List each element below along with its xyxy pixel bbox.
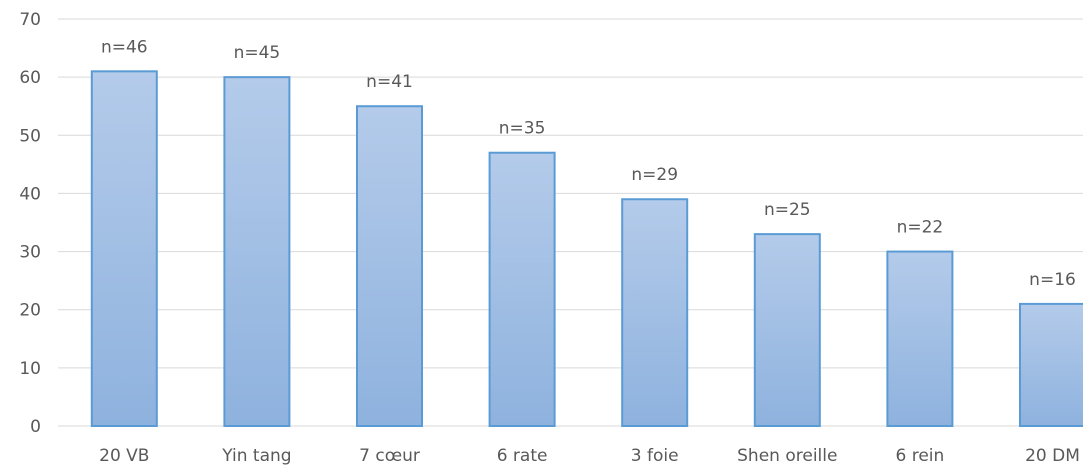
y-axis-tick-labels: 0 10 20 30 40 50 60 70 — [19, 10, 41, 437]
bar-1 — [223, 76, 291, 428]
y-tick-label-3: 30 — [19, 243, 41, 263]
data-label-4: n=29 — [631, 165, 678, 185]
data-labels: n=46 n=45 n=41 n=35 n=29 n=25 n=22 n=16 — [101, 37, 1076, 290]
x-category-label-5: Shen oreille — [737, 446, 837, 466]
x-category-label-1: Yin tang — [221, 446, 291, 466]
bars — [90, 70, 1083, 428]
x-category-label-2: 7 cœur — [359, 446, 420, 466]
data-label-6: n=22 — [897, 218, 944, 238]
y-tick-label-7: 70 — [19, 10, 41, 30]
data-label-3: n=35 — [499, 119, 546, 139]
bar-2 — [356, 105, 423, 427]
data-label-5: n=25 — [764, 200, 811, 220]
y-tick-label-6: 60 — [19, 68, 41, 88]
data-label-0: n=46 — [101, 37, 148, 57]
x-axis-category-labels: 20 VB Yin tang 7 cœur 6 rate 3 foie Shen orei… — [99, 446, 1080, 466]
y-tick-label-0: 0 — [30, 417, 41, 437]
y-tick-label-2: 20 — [19, 301, 41, 321]
bar-0 — [90, 70, 158, 427]
x-category-label-6: 6 rein — [896, 446, 945, 466]
x-category-label-4: 3 foie — [631, 446, 679, 466]
data-label-2: n=41 — [366, 72, 413, 92]
bar-3 — [488, 151, 556, 427]
bar-5 — [753, 233, 821, 427]
y-tick-label-5: 50 — [19, 126, 41, 146]
x-category-label-3: 6 rate — [497, 446, 548, 466]
data-label-1: n=45 — [234, 43, 281, 63]
x-category-label-0: 20 VB — [99, 446, 149, 466]
x-category-label-7: 20 DM — [1025, 446, 1080, 466]
bar-6 — [886, 250, 954, 427]
y-tick-label-1: 10 — [19, 359, 41, 379]
y-tick-label-4: 40 — [19, 184, 41, 204]
bar-7 — [1019, 302, 1083, 427]
data-label-7: n=16 — [1029, 270, 1076, 290]
bar-4 — [621, 198, 689, 427]
